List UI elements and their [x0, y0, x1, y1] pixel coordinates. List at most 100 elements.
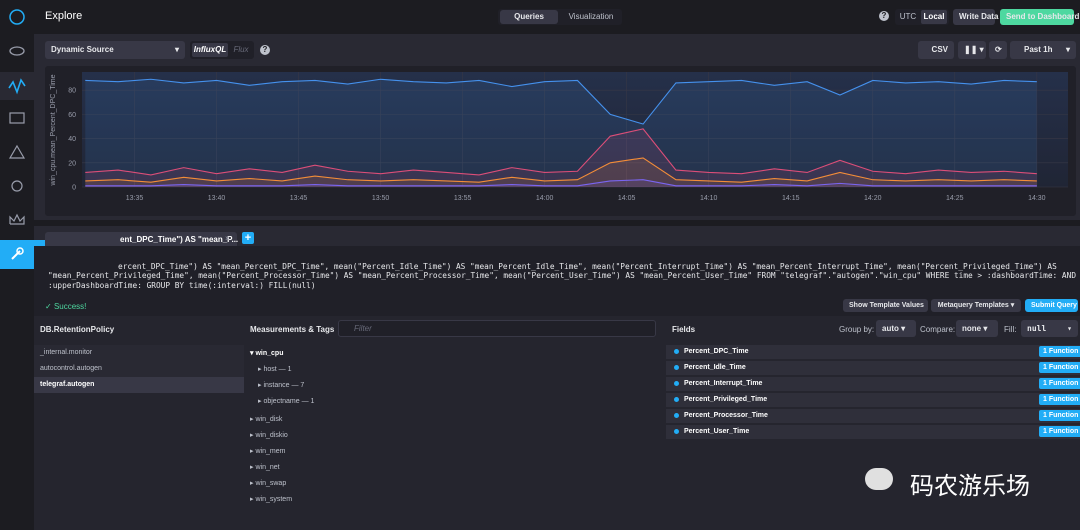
measurement: win_net — [255, 464, 280, 471]
filter-input[interactable]: Filter — [338, 320, 656, 337]
x-tick-label: 13:40 — [208, 195, 226, 202]
y-tick-label: 20 — [68, 160, 76, 167]
query-line[interactable]: "mean_Percent_Privileged_Time", mean("Pe… — [48, 271, 1080, 280]
tag-item[interactable]: ▸ instance — 7 — [258, 382, 305, 389]
query-line[interactable]: ercent_DPC_Time") AS "mean_Percent_DPC_T… — [118, 262, 1057, 271]
field-item[interactable] — [666, 377, 1080, 391]
watermark-icon — [865, 468, 893, 490]
tag: host — 1 — [263, 366, 292, 373]
icon-config — [11, 247, 24, 260]
logo — [9, 9, 25, 25]
field-item[interactable] — [666, 425, 1080, 439]
query-line[interactable]: :upperDashboardTime: GROUP BY time(:inte… — [48, 281, 316, 290]
tag: objectname — 1 — [263, 398, 315, 405]
group-by-label: Group by: — [839, 325, 875, 334]
field-item[interactable] — [666, 393, 1080, 407]
help-button[interactable]: ? — [260, 45, 270, 55]
x-tick-label: 14:10 — [700, 195, 718, 202]
fill-value: null — [1027, 324, 1047, 333]
close-tab[interactable]: × — [225, 234, 230, 243]
icon-alerts[interactable] — [8, 144, 26, 159]
measurement: win_system — [255, 496, 293, 503]
source-dropdown[interactable]: Dynamic Source ▾ — [45, 41, 185, 59]
compare-dropdown[interactable]: none ▾ — [956, 320, 998, 337]
icon-dashboards[interactable] — [9, 112, 25, 124]
query-tab-label: ent_DPC_Time") AS "mean_P... — [120, 235, 239, 244]
measurement-item[interactable]: ▸ win_swap — [250, 477, 656, 491]
caret: ▸ — [250, 496, 254, 503]
field-name: Percent_Idle_Time — [684, 364, 746, 371]
measurement-item[interactable]: ▸ win_disk — [250, 413, 656, 427]
field-item[interactable] — [666, 345, 1080, 359]
measurement-item[interactable]: ▸ win_diskio — [250, 429, 656, 443]
field-dot — [674, 349, 679, 354]
measurement-item[interactable]: ▸ win_system — [250, 493, 656, 507]
field-dot — [674, 381, 679, 386]
caret: ▾ — [1065, 45, 1070, 54]
language[interactable]: InfluxQL — [192, 43, 228, 57]
database-item[interactable]: telegraf.autogen — [34, 377, 244, 393]
timezone[interactable]: UTC — [899, 12, 917, 21]
series-line — [85, 179, 1037, 187]
x-tick-label: 14:15 — [782, 195, 800, 202]
sidebar-icons — [0, 9, 34, 225]
function-button[interactable]: 1 Function — [1039, 410, 1080, 421]
tag-item[interactable]: ▸ objectname — 1 — [258, 398, 315, 405]
tab[interactable]: Queries — [500, 10, 558, 24]
filter-placeholder: Filter — [354, 324, 372, 333]
database-item[interactable]: autocontrol.autogen — [34, 361, 244, 377]
icon-admin[interactable] — [9, 213, 25, 225]
help-button[interactable]: ? — [879, 11, 889, 21]
caret: ▸ — [250, 416, 254, 423]
metaquery-label: Metaquery Templates — [937, 302, 1009, 309]
measurement-item[interactable]: ▸ win_mem — [250, 445, 656, 459]
field-name: Percent_User_Time — [684, 428, 750, 435]
csv-button[interactable]: CSV — [918, 41, 954, 59]
caret: ▸ — [250, 448, 254, 455]
show-template-button[interactable]: Show Template Values — [843, 299, 928, 312]
x-tick-label: 14:05 — [618, 195, 636, 202]
tab[interactable]: Visualization — [568, 12, 614, 21]
refresh-button[interactable]: ⟳ — [989, 41, 1007, 59]
active-nav — [0, 72, 34, 100]
chart: win_cpu.mean_Percent_DPC_Time 0 20 40 60 80 1… — [50, 72, 1068, 202]
fill-dropdown[interactable]: null ▾ — [1021, 320, 1078, 337]
submit-button[interactable]: Submit Query — [1025, 299, 1078, 312]
function-button[interactable]: 1 Function — [1039, 362, 1080, 373]
query-tab[interactable] — [45, 232, 237, 246]
write-data-button[interactable]: Write Data — [953, 9, 998, 25]
function-button[interactable]: 1 Function — [1039, 426, 1080, 437]
metaquery-button[interactable]: Metaquery Templates ▾ — [931, 299, 1021, 312]
group-by-dropdown[interactable]: auto ▾ — [876, 320, 916, 337]
y-tick-label: 40 — [68, 136, 76, 143]
x-tick-label: 14:00 — [536, 195, 554, 202]
column-title: Measurements & Tags — [250, 325, 335, 334]
refresh-icon: ⟳ — [995, 45, 1002, 54]
field-item[interactable] — [666, 361, 1080, 375]
icon-logs[interactable] — [11, 180, 23, 192]
field-item[interactable] — [666, 409, 1080, 423]
measurement: win_cpu — [255, 350, 284, 357]
tag-item[interactable]: ▸ host — 1 — [258, 366, 292, 373]
add-query[interactable]: + — [242, 232, 254, 244]
measurement-item[interactable]: ▸ win_net — [250, 461, 656, 475]
icon-eye[interactable] — [9, 46, 25, 56]
function-button[interactable]: 1 Function — [1039, 394, 1080, 405]
language[interactable]: Flux — [233, 45, 249, 54]
send-button[interactable]: Send to Dashboard — [1000, 9, 1079, 25]
timezone[interactable]: Local — [921, 10, 947, 24]
time-range-dropdown[interactable]: Past 1h ▾ — [1010, 41, 1076, 59]
y-tick-label: 0 — [72, 185, 76, 192]
function-button[interactable]: 1 Function — [1039, 346, 1080, 357]
divider — [34, 220, 1080, 226]
series-line — [85, 128, 1037, 176]
series-line — [85, 157, 1037, 183]
field-name: Percent_DPC_Time — [684, 348, 749, 355]
database-item[interactable]: _internal.monitor — [34, 345, 244, 361]
measurement-item[interactable]: ▾ win_cpu — [250, 347, 656, 361]
field-dot — [674, 397, 679, 402]
icon-explore[interactable] — [8, 78, 26, 95]
pause-button[interactable]: ❚❚ ▾ — [958, 41, 986, 59]
function-button[interactable]: 1 Function — [1039, 378, 1080, 389]
